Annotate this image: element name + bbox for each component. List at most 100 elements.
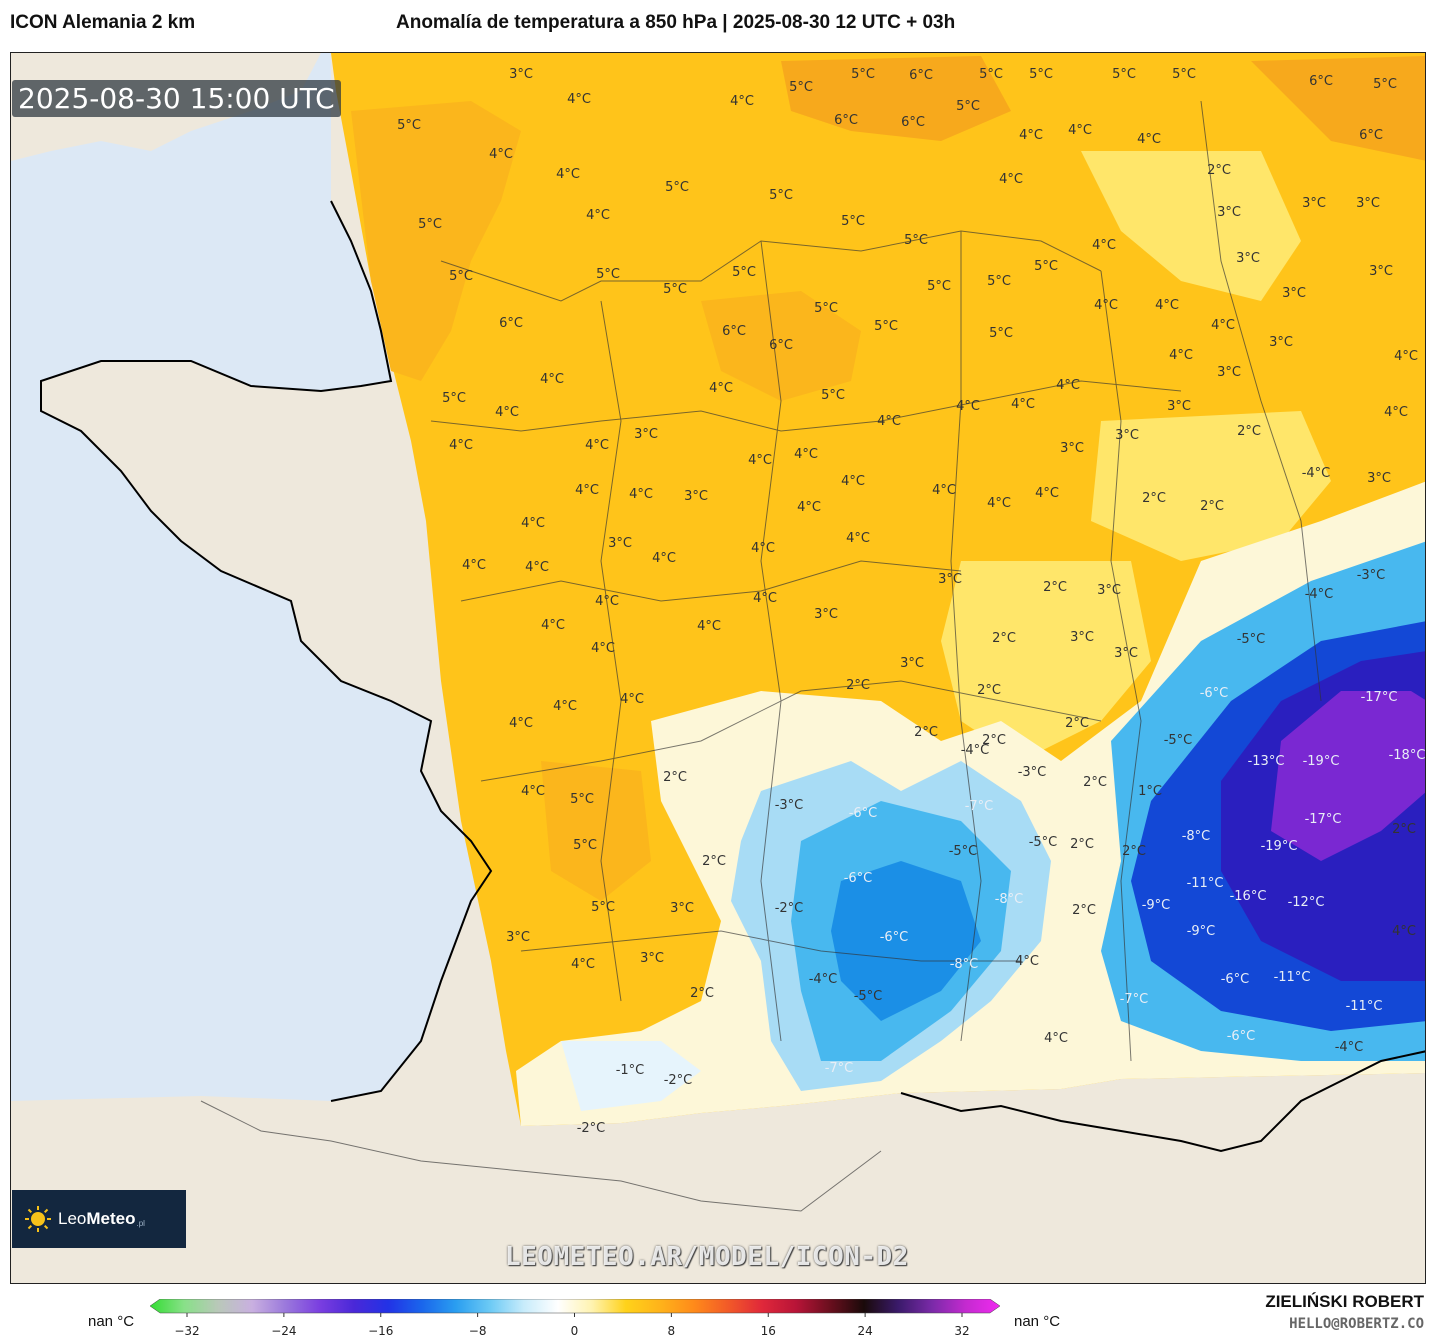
temperature-label: 4°C: [1169, 348, 1193, 363]
temperature-label: 4°C: [449, 438, 473, 453]
temperature-label: 3°C: [634, 427, 658, 442]
temperature-label: 5°C: [904, 233, 928, 248]
temperature-label: 4°C: [567, 92, 591, 107]
temperature-label: -5°C: [1164, 733, 1193, 748]
temperature-label: -9°C: [1142, 898, 1171, 913]
temperature-label: 3°C: [1369, 264, 1393, 279]
temperature-label: 5°C: [663, 282, 687, 297]
temperature-label: 4°C: [751, 541, 775, 556]
temperature-label: 5°C: [789, 80, 813, 95]
temperature-label: 3°C: [900, 656, 924, 671]
temperature-label: 4°C: [620, 692, 644, 707]
temperature-label: 5°C: [665, 180, 689, 195]
temperature-label: 5°C: [596, 267, 620, 282]
temperature-label: 4°C: [1011, 397, 1035, 412]
map-frame: 3°C 4°C 5°C 4°C 4°C 5°C 4°C 5°C 4°C 5°C 5°C 6°C 5°C 5…: [10, 52, 1426, 1284]
temperature-label: 4°C: [571, 957, 595, 972]
temperature-label: 4°C: [1019, 128, 1043, 143]
temperature-label: 4°C: [521, 784, 545, 799]
temperature-label: -2°C: [775, 901, 804, 916]
temperature-label: 5°C: [821, 388, 845, 403]
temperature-label: -5°C: [1237, 632, 1266, 647]
temperature-label: 4°C: [748, 453, 772, 468]
temperature-label: 2°C: [1070, 837, 1094, 852]
temperature-label: -12°C: [1288, 895, 1325, 910]
temperature-label: 2°C: [663, 770, 687, 785]
colorbar-tick-label: 32: [954, 1324, 969, 1338]
temperature-label: 4°C: [489, 147, 513, 162]
temperature-label: 3°C: [1367, 471, 1391, 486]
temperature-label: 2°C: [1043, 580, 1067, 595]
temperature-label: 2°C: [982, 733, 1006, 748]
temperature-label: 3°C: [1302, 196, 1326, 211]
temperature-label: 3°C: [814, 607, 838, 622]
temperature-label: 5°C: [591, 900, 615, 915]
temperature-label: 6°C: [834, 113, 858, 128]
temperature-label: -11°C: [1274, 970, 1311, 985]
temperature-label: 3°C: [1167, 399, 1191, 414]
temperature-label: -6°C: [849, 806, 878, 821]
temperature-label: -7°C: [825, 1061, 854, 1076]
temperature-labels: 3°C 4°C 5°C 4°C 4°C 5°C 4°C 5°C 4°C 5°C 5°C 6°C 5°C 5…: [397, 67, 1425, 1136]
temperature-label: 5°C: [1373, 77, 1397, 92]
temperature-label: 3°C: [1070, 630, 1094, 645]
cold-zone: [561, 1041, 701, 1111]
temperature-label: -6°C: [880, 930, 909, 945]
temperature-label: 5°C: [573, 838, 597, 853]
colorbar-tick-label: −16: [368, 1324, 393, 1338]
temperature-label: -6°C: [844, 871, 873, 886]
temperature-label: 5°C: [979, 67, 1003, 82]
temperature-label: 5°C: [442, 391, 466, 406]
temperature-label: 5°C: [732, 265, 756, 280]
temperature-label: 5°C: [987, 274, 1011, 289]
temperature-label: 3°C: [1282, 286, 1306, 301]
temperature-label: 4°C: [575, 483, 599, 498]
mild-zone: [1091, 411, 1331, 561]
temperature-label: 5°C: [1172, 67, 1196, 82]
colorbar-tick-label: −32: [174, 1324, 199, 1338]
temperature-label: 4°C: [521, 516, 545, 531]
temperature-label: 4°C: [753, 591, 777, 606]
temperature-label: 3°C: [506, 930, 530, 945]
temperature-label: 2°C: [1122, 844, 1146, 859]
temperature-label: 5°C: [989, 326, 1013, 341]
temperature-label: 3°C: [1269, 335, 1293, 350]
temperature-label: 4°C: [999, 172, 1023, 187]
temperature-label: 3°C: [670, 901, 694, 916]
temperature-label: 5°C: [1034, 259, 1058, 274]
temperature-label: 5°C: [397, 118, 421, 133]
temperature-label: 2°C: [977, 683, 1001, 698]
temperature-label: 4°C: [495, 405, 519, 420]
colorbar-tick-label: 24: [857, 1324, 872, 1338]
temperature-label: -11°C: [1187, 876, 1224, 891]
temperature-label: 2°C: [1200, 499, 1224, 514]
temperature-label: 4°C: [509, 716, 533, 731]
temperature-label: 3°C: [1217, 365, 1241, 380]
temperature-label: 4°C: [1392, 924, 1416, 939]
temperature-label: -16°C: [1230, 889, 1267, 904]
temperature-label: 4°C: [541, 618, 565, 633]
temperature-label: 3°C: [640, 951, 664, 966]
temperature-label: 5°C: [814, 301, 838, 316]
temperature-label: 4°C: [797, 500, 821, 515]
temperature-label: 2°C: [1237, 424, 1261, 439]
temperature-label: -4°C: [1305, 587, 1334, 602]
temperature-map: 3°C 4°C 5°C 4°C 4°C 5°C 4°C 5°C 4°C 5°C 5°C 6°C 5°C 5…: [11, 53, 1425, 1283]
temperature-label: 4°C: [553, 699, 577, 714]
coastline: [40, 200, 1425, 1153]
temperature-label: 6°C: [722, 324, 746, 339]
temperature-label: 4°C: [877, 414, 901, 429]
mild-zone: [941, 561, 1151, 761]
temperature-label: 4°C: [1384, 405, 1408, 420]
temperature-label: 6°C: [769, 338, 793, 353]
temperature-label: 6°C: [901, 115, 925, 130]
temperature-label: -18°C: [1389, 748, 1426, 763]
temperature-label: 4°C: [1155, 298, 1179, 313]
temperature-label: -3°C: [1357, 568, 1386, 583]
colorbar-tick-label: 0: [571, 1324, 579, 1338]
temperature-label: 2°C: [690, 986, 714, 1001]
temperature-label: 6°C: [909, 68, 933, 83]
temperature-label: 3°C: [1217, 205, 1241, 220]
temperature-label: -4°C: [809, 972, 838, 987]
temperature-label: -4°C: [961, 743, 990, 758]
